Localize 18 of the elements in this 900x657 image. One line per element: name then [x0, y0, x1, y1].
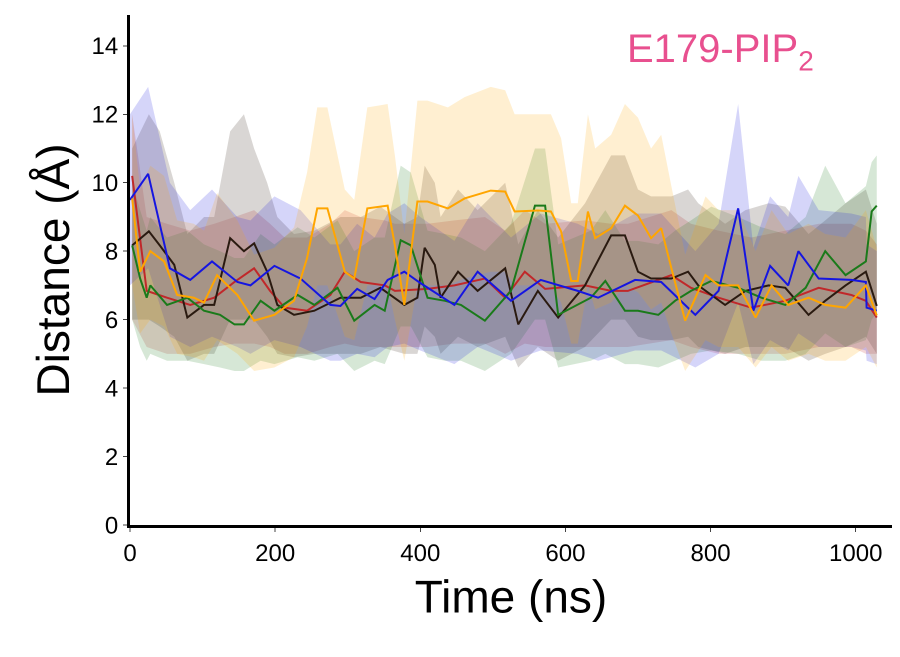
y-axis-title: Distance (Å) — [26, 143, 79, 397]
line-series — [131, 230, 878, 326]
y-tick-label: 8 — [104, 238, 118, 266]
x-tick-label: 0 — [123, 540, 137, 567]
x-axis-title: Time (ns) — [414, 570, 608, 622]
x-tick-label: 1000 — [829, 540, 882, 567]
y-tick-label: 14 — [91, 33, 118, 60]
x-tick-label: 200 — [255, 540, 296, 567]
y-tick-label: 6 — [104, 307, 118, 334]
x-tick-label: 800 — [690, 540, 731, 567]
y-tick-label: 2 — [104, 444, 118, 471]
chart-title: E179-PIP$_{2}$ — [627, 27, 814, 76]
y-tick-label: 12 — [91, 102, 118, 129]
y-tick-label: 4 — [104, 375, 118, 402]
y-tick-label: 0 — [104, 512, 118, 540]
x-tick-label: 400 — [400, 540, 440, 567]
y-tick-label: 10 — [91, 170, 118, 198]
x-tick-label: 600 — [545, 540, 586, 567]
